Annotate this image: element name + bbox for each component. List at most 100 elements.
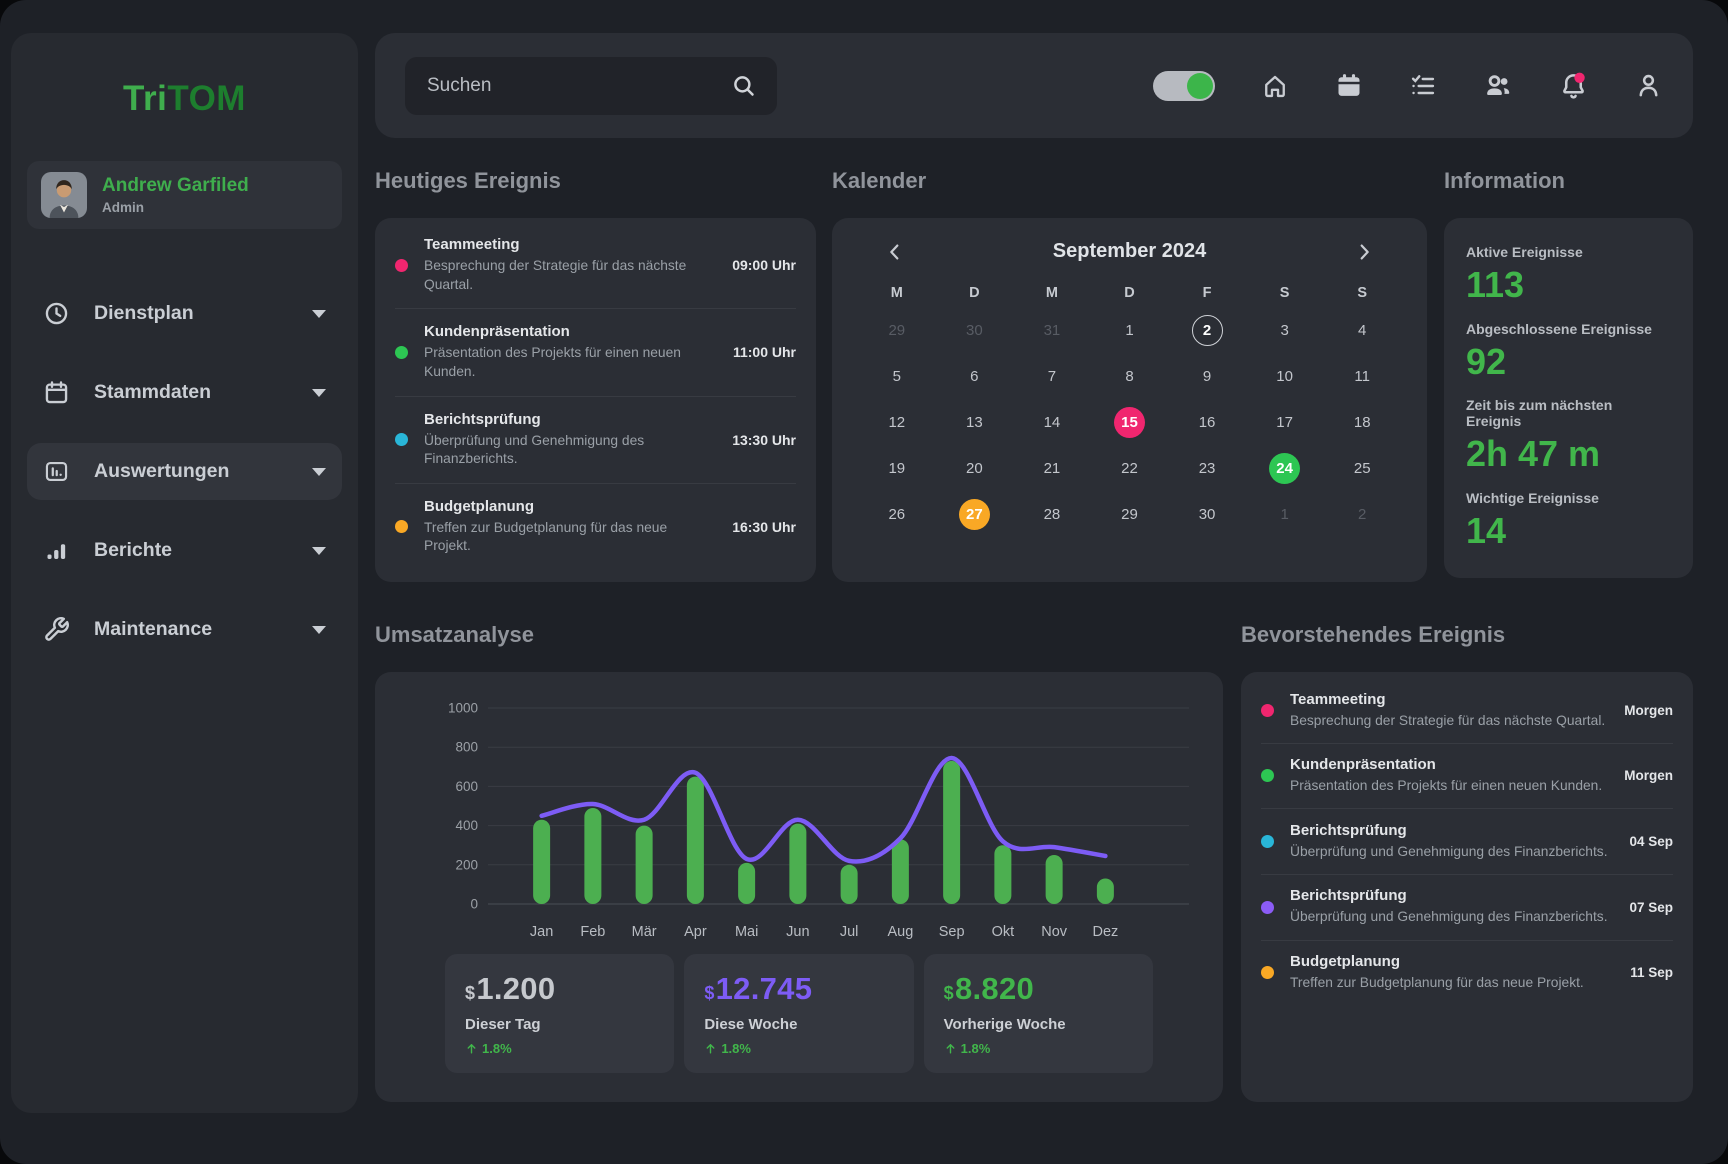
- info-stat: Zeit bis zum nächsten Ereignis 2h 47 m: [1466, 397, 1671, 475]
- sidebar-item-stammdaten[interactable]: Stammdaten: [27, 364, 342, 421]
- event-item[interactable]: Budgetplanung Treffen zur Budgetplanung …: [395, 484, 796, 570]
- event-description: Präsentation des Projekts für einen neue…: [1290, 778, 1603, 794]
- calendar-day[interactable]: 4: [1323, 307, 1401, 353]
- calendar-day[interactable]: 1: [1091, 307, 1169, 353]
- calendar-day[interactable]: 19: [858, 445, 936, 491]
- calendar-day[interactable]: 29: [858, 307, 936, 353]
- calendar-day[interactable]: 21: [1013, 445, 1091, 491]
- calendar-day[interactable]: 6: [936, 353, 1014, 399]
- calendar-day[interactable]: 8: [1091, 353, 1169, 399]
- search-icon[interactable]: [730, 72, 757, 99]
- event-date: Morgen: [1624, 768, 1673, 784]
- event-title: Teammeeting: [1290, 690, 1386, 708]
- calendar-day[interactable]: 10: [1246, 353, 1324, 399]
- sidebar-item-maintenance[interactable]: Maintenance: [27, 601, 342, 658]
- event-item[interactable]: Berichtsprüfung Überprüfung und Genehmig…: [1261, 875, 1673, 941]
- event-item[interactable]: Berichtsprüfung Überprüfung und Genehmig…: [1261, 809, 1673, 875]
- calendar-day[interactable]: 20: [936, 445, 1014, 491]
- day-number: 29: [1121, 505, 1138, 523]
- checklist-icon[interactable]: [1409, 72, 1437, 100]
- calendar-icon[interactable]: [1335, 72, 1363, 100]
- calendar-day[interactable]: 2: [1168, 307, 1246, 353]
- calendar-day[interactable]: 28: [1013, 491, 1091, 537]
- calendar-prev-button[interactable]: [884, 241, 906, 263]
- calendar-day[interactable]: 23: [1168, 445, 1246, 491]
- calendar-day[interactable]: 12: [858, 399, 936, 445]
- calendar-day[interactable]: 9: [1168, 353, 1246, 399]
- event-item[interactable]: Teammeeting Besprechung der Strategie fü…: [1261, 678, 1673, 744]
- day-number: 17: [1276, 413, 1293, 431]
- currency-symbol: $: [943, 983, 954, 1003]
- search-input[interactable]: [425, 73, 718, 98]
- user-name: Andrew Garfiled: [102, 174, 249, 196]
- day-number: 30: [966, 321, 983, 339]
- users-icon[interactable]: [1483, 71, 1513, 101]
- event-item[interactable]: Kundenpräsentation Präsentation des Proj…: [1261, 744, 1673, 810]
- toggle-switch[interactable]: [1153, 70, 1215, 101]
- calendar-day[interactable]: 1: [1246, 491, 1324, 537]
- chart-box-icon: [45, 461, 68, 482]
- event-item[interactable]: Kundenpräsentation Präsentation des Proj…: [395, 309, 796, 397]
- user-profile-card[interactable]: Andrew Garfiled Admin: [27, 161, 342, 229]
- event-title: Kundenpräsentation: [424, 323, 570, 341]
- calendar-day[interactable]: 29: [1091, 491, 1169, 537]
- calendar-day[interactable]: 26: [858, 491, 936, 537]
- sidebar-item-berichte[interactable]: Berichte: [27, 522, 342, 579]
- svg-text:Okt: Okt: [992, 924, 1015, 940]
- calendar-day[interactable]: 22: [1091, 445, 1169, 491]
- stat-change: 1.8%: [704, 1041, 893, 1056]
- calendar-day[interactable]: 24: [1246, 445, 1324, 491]
- event-description: Überprüfung und Genehmigung des Finanzbe…: [424, 432, 645, 467]
- event-item[interactable]: Teammeeting Besprechung der Strategie fü…: [395, 222, 796, 310]
- calendar-day[interactable]: 11: [1323, 353, 1401, 399]
- calendar-day[interactable]: 27: [936, 491, 1014, 537]
- topbar-icons: [1153, 70, 1663, 101]
- info-stat-value: 2h 47 m: [1466, 433, 1601, 475]
- day-number: 16: [1198, 413, 1216, 431]
- day-number: 31: [1043, 321, 1061, 339]
- calendar-day[interactable]: 17: [1246, 399, 1324, 445]
- information-section: Information Aktive Ereignisse 113 Abgesc…: [1444, 168, 1693, 578]
- calendar-icon: [45, 381, 68, 404]
- stat-label: Diese Woche: [704, 1016, 798, 1033]
- event-description: Überprüfung und Genehmigung des Finanzbe…: [1290, 843, 1608, 859]
- sidebar-item-auswertungen[interactable]: Auswertungen: [27, 443, 342, 500]
- day-number: 4: [1358, 321, 1367, 339]
- chevron-down-icon: [312, 467, 326, 476]
- calendar-day[interactable]: 25: [1323, 445, 1401, 491]
- calendar-next-button[interactable]: [1353, 241, 1375, 263]
- profile-icon[interactable]: [1634, 71, 1663, 100]
- section-title: Information: [1444, 168, 1565, 193]
- sidebar-item-dienstplan[interactable]: Dienstplan: [27, 285, 342, 342]
- calendar-day[interactable]: 5: [858, 353, 936, 399]
- calendar-day[interactable]: 31: [1013, 307, 1091, 353]
- calendar-day[interactable]: 16: [1168, 399, 1246, 445]
- calendar-day[interactable]: 14: [1013, 399, 1091, 445]
- info-stat-value: 14: [1466, 509, 1507, 551]
- svg-text:Jan: Jan: [530, 924, 553, 940]
- info-stat: Abgeschlossene Ereignisse 92: [1466, 321, 1671, 383]
- calendar-day[interactable]: 18: [1323, 399, 1401, 445]
- calendar-day[interactable]: 3: [1246, 307, 1324, 353]
- calendar-month-label: September 2024: [1052, 240, 1207, 262]
- day-number: 24: [1269, 452, 1301, 484]
- calendar-day[interactable]: 30: [1168, 491, 1246, 537]
- event-description: Besprechung der Strategie für das nächst…: [1290, 712, 1606, 728]
- sidebar-item-label: Maintenance: [94, 618, 213, 640]
- avatar: [41, 172, 87, 218]
- svg-text:Sep: Sep: [939, 924, 965, 940]
- chevron-down-icon: [312, 388, 326, 397]
- calendar-day[interactable]: 15: [1091, 399, 1169, 445]
- bell-icon[interactable]: [1559, 71, 1588, 100]
- calendar-day[interactable]: 7: [1013, 353, 1091, 399]
- information-card: Aktive Ereignisse 113 Abgeschlossene Ere…: [1444, 218, 1693, 578]
- event-item[interactable]: Berichtsprüfung Überprüfung und Genehmig…: [395, 397, 796, 484]
- stat-value: $8.820: [944, 971, 1133, 1007]
- day-number: 9: [1202, 367, 1212, 385]
- calendar-day[interactable]: 2: [1323, 491, 1401, 537]
- calendar-day[interactable]: 30: [936, 307, 1014, 353]
- calendar-day[interactable]: 13: [936, 399, 1014, 445]
- home-icon[interactable]: [1261, 72, 1289, 100]
- event-item[interactable]: Budgetplanung Treffen zur Budgetplanung …: [1261, 941, 1673, 1006]
